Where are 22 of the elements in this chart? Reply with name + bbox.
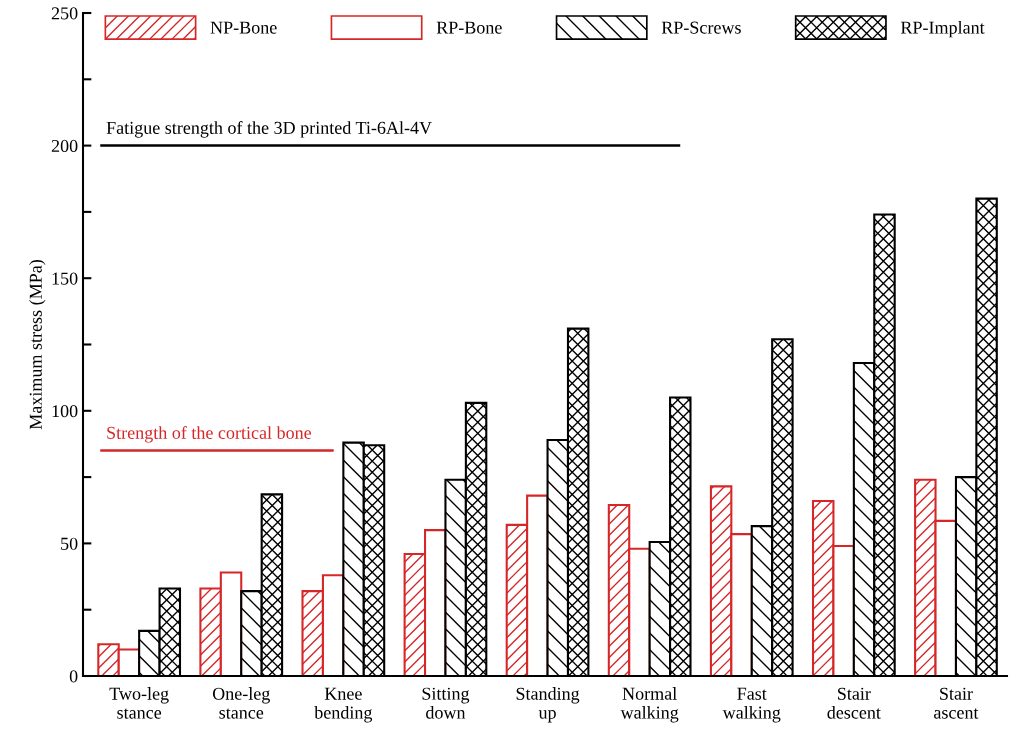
y-tick-label: 50	[61, 537, 78, 550]
y-tick-label: 150	[52, 272, 78, 285]
ref-line-label: Strength of the cortical bone	[107, 426, 312, 443]
ref-line-label: Fatigue strength of the 3D printed Ti-6Al-4V	[106, 121, 432, 138]
legend-label: NP-Bone	[210, 21, 277, 34]
y-tick-label: 200	[51, 139, 78, 153]
x-tick-label: Two-leg stance	[109, 687, 169, 719]
y-tick-label: 250	[51, 7, 78, 20]
x-tick-label: Fast walking	[722, 687, 781, 723]
x-tick-label: Stair descent	[827, 687, 881, 719]
x-tick-label: Sitting down	[422, 687, 470, 719]
x-tick-label: Knee bending	[314, 687, 373, 723]
y-axis-title: Maximum stress (MPa)	[29, 260, 46, 430]
x-tick-label: One-leg stance	[212, 687, 270, 719]
x-tick-label: Normal walking	[620, 687, 679, 723]
y-tick-label: 0	[69, 670, 78, 683]
legend-label: RP-Bone	[436, 21, 502, 34]
legend-label: RP-Screws	[661, 21, 741, 34]
x-tick-label: Standing up	[516, 687, 580, 723]
legend-label: RP-Implant	[900, 20, 985, 38]
x-tick-label: Stair ascent	[934, 687, 979, 719]
y-tick-label: 100	[52, 405, 78, 418]
